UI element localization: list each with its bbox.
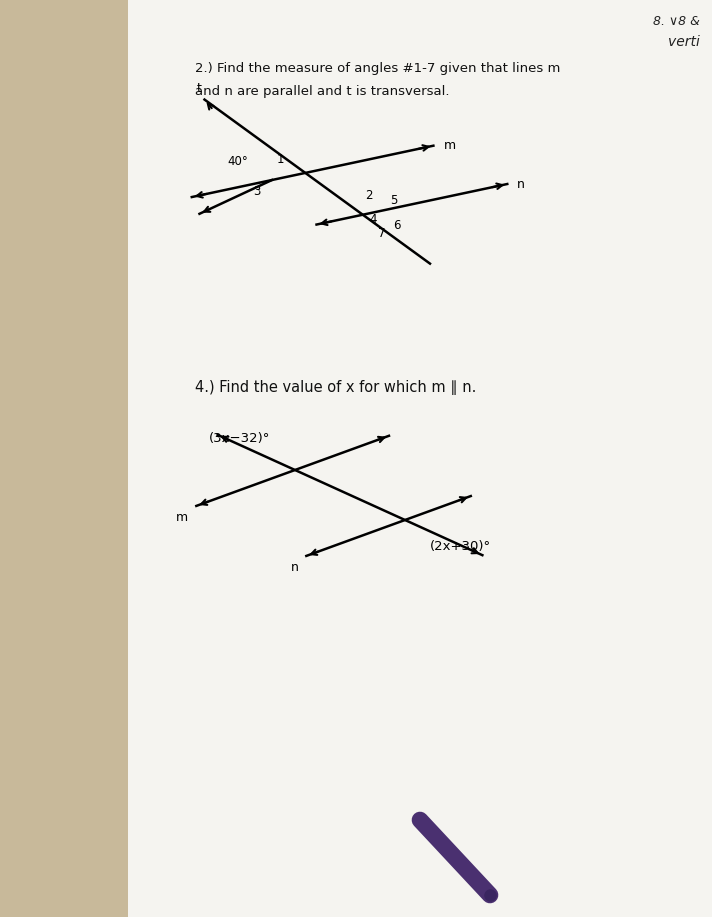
Text: 4.) Find the value of x for which m ∥ n.: 4.) Find the value of x for which m ∥ n. — [195, 380, 476, 395]
Text: 6: 6 — [394, 218, 401, 231]
Text: (3x−32)°: (3x−32)° — [209, 432, 270, 445]
Text: 1: 1 — [277, 153, 285, 166]
Text: m: m — [444, 139, 456, 152]
Bar — [128, 0, 712, 917]
Text: 3: 3 — [253, 185, 260, 198]
Text: m: m — [176, 511, 189, 524]
Text: 2: 2 — [365, 189, 373, 202]
Text: n: n — [290, 561, 298, 574]
Text: 8. ∨8 &: 8. ∨8 & — [653, 15, 700, 28]
Text: (2x+30)°: (2x+30)° — [430, 540, 491, 553]
Text: 7: 7 — [378, 227, 385, 240]
Text: 2.) Find the measure of angles #1-7 given that lines m: 2.) Find the measure of angles #1-7 give… — [195, 62, 560, 75]
Bar — [0, 0, 128, 917]
Text: n: n — [518, 178, 525, 191]
Text: 4: 4 — [369, 214, 377, 226]
Text: 5: 5 — [390, 193, 397, 206]
Text: t: t — [197, 82, 201, 94]
Text: and n are parallel and t is transversal.: and n are parallel and t is transversal. — [195, 85, 449, 98]
Text: 40°: 40° — [227, 155, 248, 168]
Text: verti: verti — [668, 35, 700, 49]
